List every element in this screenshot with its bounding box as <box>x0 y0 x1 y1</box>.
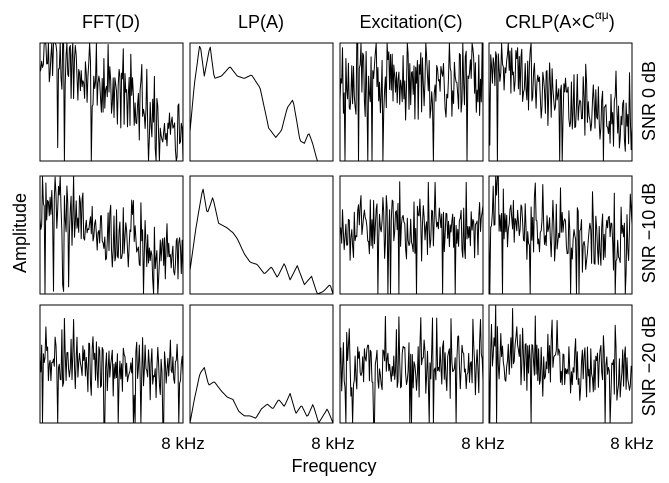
y-axis-title: Amplitude <box>10 193 30 273</box>
column-title-lp: LP(A) <box>238 12 284 32</box>
spectrum-line-r1-c3 <box>488 175 633 295</box>
panel-frame-r1-c1 <box>189 175 334 295</box>
spectrum-line-r0-c1 <box>189 45 333 162</box>
spectrum-line-r2-c3 <box>488 304 633 424</box>
x-tick-label-col1: 8 kHz <box>161 434 204 453</box>
row-label-snr-minus20: SNR −20 dB <box>639 316 659 417</box>
spectrum-line-r1-c1 <box>189 188 334 295</box>
panel-frame-r2-c0 <box>39 304 184 424</box>
column-title-crlp-close: ) <box>609 12 615 32</box>
panel-frame-r1-c3 <box>488 175 633 295</box>
spectrum-line-r2-c1 <box>189 367 334 424</box>
panels-group <box>39 42 633 424</box>
spectrum-line-r2-c0 <box>39 317 184 424</box>
spectrum-line-r0-c0 <box>39 42 184 162</box>
panel-frame-r0-c0 <box>39 42 184 162</box>
panel-frame-r0-c2 <box>339 42 484 162</box>
row-label-snr-0: SNR 0 dB <box>639 61 659 141</box>
panel-frame-r1-c2 <box>339 175 484 295</box>
spectrum-line-r0-c3 <box>488 42 633 162</box>
panel-frame-r0-c3 <box>488 42 633 162</box>
spectrum-line-r1-c2 <box>339 181 484 295</box>
panel-frame-r2-c2 <box>339 304 484 424</box>
x-tick-label-col2: 8 kHz <box>311 434 354 453</box>
column-title-crlp-superscript: αμ <box>595 8 609 22</box>
x-tick-label-col3: 8 kHz <box>461 434 504 453</box>
column-title-crlp: CRLP(A×Cαμ) <box>505 8 614 32</box>
x-tick-label-col4: 8 kHz <box>610 434 653 453</box>
panel-frame-r1-c0 <box>39 175 184 295</box>
panel-frame-r2-c3 <box>488 304 633 424</box>
spectrum-line-r1-c0 <box>39 175 184 295</box>
spectrum-line-r2-c2 <box>339 315 484 424</box>
x-axis-title: Frequency <box>291 456 376 476</box>
panel-frame-r2-c1 <box>189 304 334 424</box>
column-title-crlp-base: CRLP(A×C <box>505 12 595 32</box>
row-label-snr-minus10: SNR −10 dB <box>639 183 659 284</box>
spectrum-line-r0-c2 <box>339 42 484 162</box>
column-title-excitation: Excitation(C) <box>359 12 462 32</box>
column-title-fft: FFT(D) <box>82 12 140 32</box>
panel-frame-r0-c1 <box>189 42 334 162</box>
